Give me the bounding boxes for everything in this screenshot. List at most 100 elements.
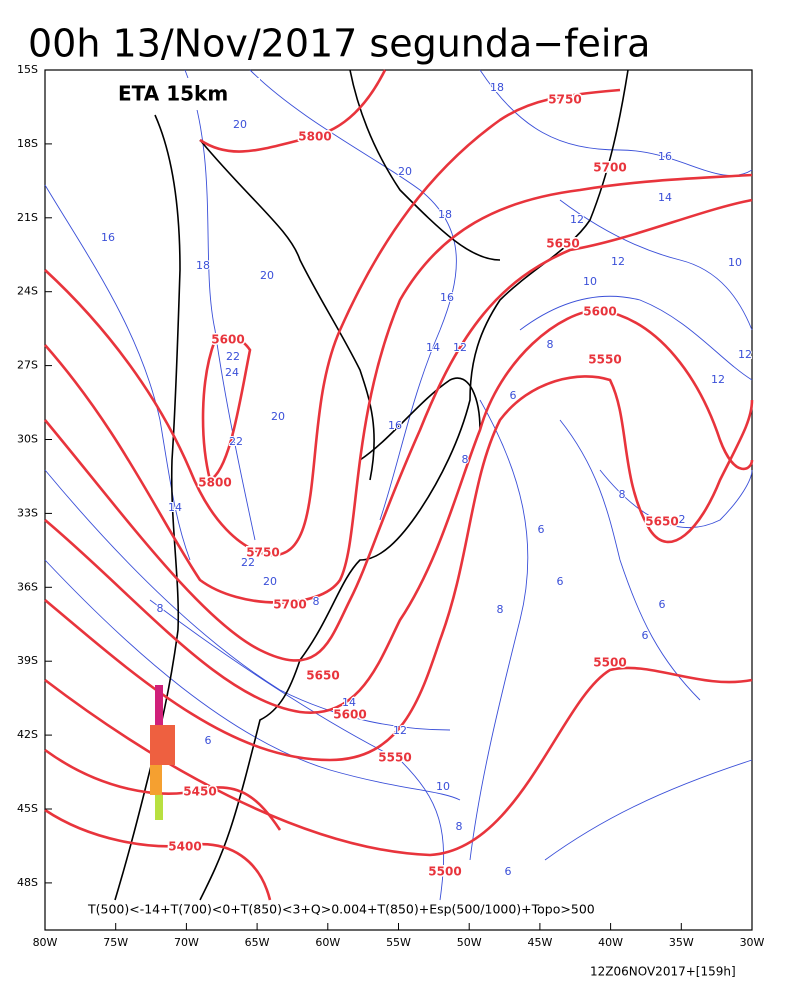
contour [559, 199, 753, 331]
contour [599, 469, 753, 529]
thickness-label: 6 [642, 629, 649, 642]
latitude-label: 36S [17, 580, 38, 593]
contour [44, 808, 272, 901]
latitude-label: 33S [17, 506, 38, 519]
longitude-label: 45W [527, 936, 552, 949]
latitude-label: 48S [17, 876, 38, 889]
thickness-label: 12 [711, 373, 725, 386]
longitude-label: 75W [103, 936, 128, 949]
contour [44, 375, 754, 762]
thickness-label: 6 [205, 734, 212, 747]
coastline [199, 69, 629, 901]
thickness-label: 10 [436, 780, 450, 793]
geopotential-label: 5500 [593, 656, 626, 670]
thickness-label: 6 [505, 865, 512, 878]
geopotential-label: 5800 [198, 476, 231, 490]
thickness-label: 20 [260, 269, 274, 282]
geopotential-label: 5600 [211, 333, 244, 347]
contour [44, 308, 754, 714]
latitude-label: 21S [17, 211, 38, 224]
geopotential-label: 5800 [298, 130, 331, 144]
thickness-label: 6 [538, 523, 545, 536]
thickness-label: 20 [263, 575, 277, 588]
contour [44, 748, 282, 831]
legend-formula: T(500)<-14+T(700)<0+T(850)<3+Q>0.004+T(8… [87, 902, 595, 917]
thickness-label: 12 [453, 341, 467, 354]
thickness-label: 16 [101, 231, 115, 244]
thickness-contours [44, 69, 753, 901]
shading [155, 795, 163, 820]
run-info: 12Z06NOV2017+[159h] [590, 965, 736, 979]
geopotential-label: 5550 [378, 751, 411, 765]
geopotential-label: 5750 [246, 546, 279, 560]
thickness-label: 18 [490, 81, 504, 94]
contour [44, 198, 753, 662]
precipitation-type-shading [150, 685, 175, 820]
geopotential-label: 5700 [273, 598, 306, 612]
thickness-label: 6 [510, 389, 517, 402]
thickness-label: 12 [738, 348, 752, 361]
contour [149, 599, 445, 901]
geopotential-label: 5550 [588, 353, 621, 367]
geopotential-label: 5400 [168, 840, 201, 854]
thickness-label: 6 [659, 598, 666, 611]
contour [44, 173, 753, 604]
longitude-label: 35W [669, 936, 694, 949]
thickness-label: 8 [462, 453, 469, 466]
thickness-label: 24 [225, 366, 239, 379]
thickness-label: 20 [233, 118, 247, 131]
latitude-label: 30S [17, 433, 38, 446]
thickness-label: 22 [229, 435, 243, 448]
latitude-label: 18S [17, 137, 38, 150]
thickness-label: 10 [728, 256, 742, 269]
longitude-label: 30W [740, 936, 765, 949]
thickness-label: 20 [398, 165, 412, 178]
thickness-label: 22 [241, 556, 255, 569]
thickness-label: 20 [271, 410, 285, 423]
contour [519, 295, 753, 381]
contour [44, 666, 753, 857]
thickness-label: 22 [226, 350, 240, 363]
border [349, 69, 501, 261]
thickness-label: 12 [611, 255, 625, 268]
longitude-label: 80W [33, 936, 58, 949]
geopotential-label: 5750 [548, 93, 581, 107]
thickness-label: 8 [313, 595, 320, 608]
contour [44, 88, 621, 557]
thickness-label: 12 [570, 213, 584, 226]
model-label: ETA 15km [118, 82, 228, 106]
contour [479, 69, 753, 176]
thickness-label: 8 [547, 338, 554, 351]
thickness-label: 2 [679, 513, 686, 526]
longitude-label: 70W [174, 936, 199, 949]
geopotential-label: 5650 [306, 669, 339, 683]
geopotential-label: 5650 [645, 515, 678, 529]
latitude-label: 45S [17, 802, 38, 815]
coastlines-and-borders [114, 69, 629, 901]
longitude-label: 40W [598, 936, 623, 949]
thickness-label: 8 [456, 820, 463, 833]
border [359, 377, 481, 461]
thickness-label: 6 [557, 575, 564, 588]
geopotential-label: 5650 [546, 237, 579, 251]
geopotential-contours [44, 69, 754, 901]
contour [199, 69, 387, 153]
shading [155, 685, 163, 725]
latitude-label: 27S [17, 359, 38, 372]
model-label-box [110, 78, 260, 110]
longitude-label: 60W [315, 936, 340, 949]
latitude-label: 24S [17, 285, 38, 298]
contour [44, 559, 461, 801]
thickness-label: 8 [619, 488, 626, 501]
thickness-label: 12 [393, 724, 407, 737]
thickness-label: 10 [583, 275, 597, 288]
shading [150, 725, 175, 765]
longitude-label: 65W [245, 936, 270, 949]
contour [249, 69, 457, 521]
geopotential-label: 5600 [333, 708, 366, 722]
border [199, 139, 375, 481]
thickness-label: 14 [342, 696, 356, 709]
geopotential-label: 5500 [428, 865, 461, 879]
